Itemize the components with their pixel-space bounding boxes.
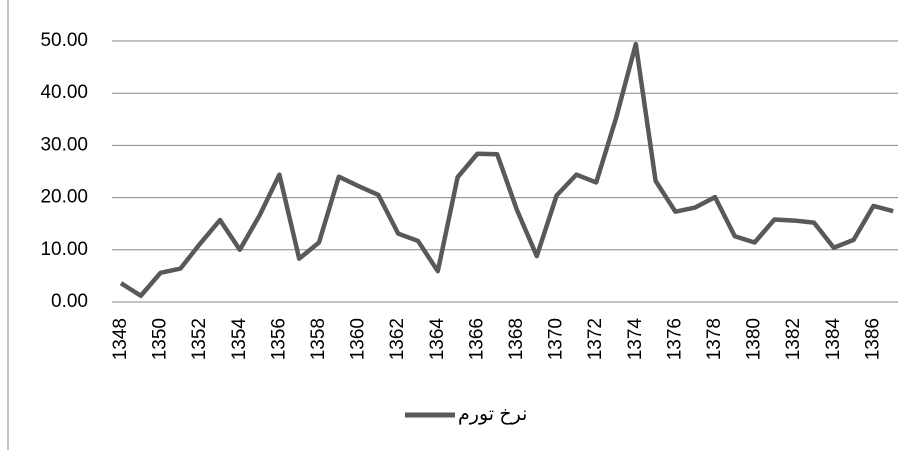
- x-tick-label: 1362: [387, 318, 408, 360]
- y-tick-label: 20.00: [40, 187, 88, 208]
- y-tick-label: 10.00: [40, 239, 88, 260]
- x-tick-label: 1358: [308, 318, 329, 360]
- x-tick-label: 1368: [506, 318, 527, 360]
- y-tick-label: 50.00: [40, 30, 88, 51]
- x-tick-label: 1372: [585, 318, 606, 360]
- x-tick-label: 1354: [229, 318, 250, 361]
- x-tick-label: 1366: [466, 318, 487, 360]
- y-tick-label: 0.00: [51, 291, 88, 312]
- x-tick-label: 1386: [862, 318, 883, 360]
- x-tick-label: 1364: [427, 318, 448, 361]
- x-tick-label: 1374: [625, 318, 646, 361]
- x-tick-label: 1352: [189, 318, 210, 360]
- x-tick-label: 1376: [664, 318, 685, 360]
- x-tick-label: 1384: [823, 318, 844, 361]
- legend-label: نرخ تورم: [458, 404, 527, 425]
- x-tick-label: 1380: [744, 318, 765, 360]
- x-tick-label: 1378: [704, 318, 725, 360]
- data-line: [119, 41, 894, 298]
- x-tick-label: 1350: [150, 318, 171, 360]
- x-tick-label: 1356: [268, 318, 289, 360]
- y-tick-label: 40.00: [40, 82, 88, 103]
- y-tick-label: 30.00: [40, 134, 88, 155]
- x-tick-label: 1382: [783, 318, 804, 360]
- x-tick-label: 1348: [110, 318, 131, 360]
- x-tick-label: 1370: [546, 318, 567, 360]
- x-tick-label: 1360: [348, 318, 369, 360]
